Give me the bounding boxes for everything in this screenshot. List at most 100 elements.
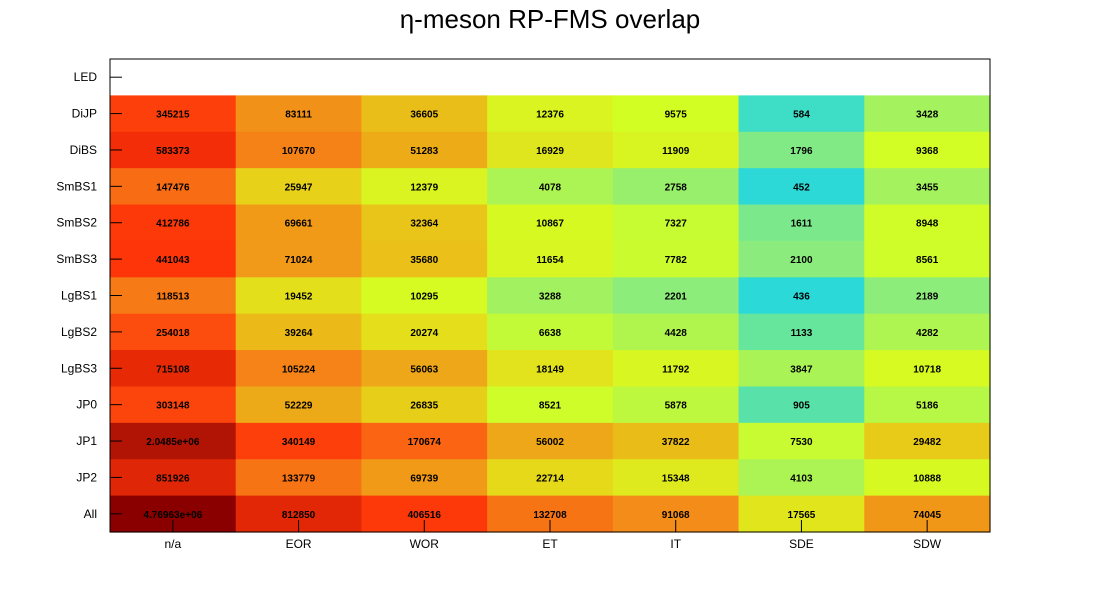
cell-value-label: 12379 <box>410 182 438 193</box>
heatmap-cell <box>361 131 488 169</box>
heatmap-cell <box>612 313 740 351</box>
heatmap-cell <box>235 240 363 278</box>
heatmap-cell <box>738 95 865 133</box>
cell-value-label: 851926 <box>156 473 190 484</box>
heatmap-cell <box>612 204 740 242</box>
heatmap-cell <box>361 386 488 424</box>
heatmap-cell <box>864 277 991 315</box>
heatmap-cell <box>864 386 991 424</box>
heatmap-cell <box>612 168 740 206</box>
heatmap-cell <box>487 240 614 278</box>
cell-value-label: 22714 <box>536 473 564 484</box>
heatmap-cell <box>738 422 865 460</box>
heatmap-cell <box>361 422 488 460</box>
heatmap-cell <box>864 131 991 169</box>
heatmap-cell <box>612 386 740 424</box>
heatmap-cell <box>738 459 865 497</box>
heatmap-cell <box>487 350 614 388</box>
cell-value-label: 254018 <box>156 328 190 339</box>
cell-value-label: 4428 <box>665 328 688 339</box>
cell-value-label: 32364 <box>410 219 438 230</box>
heatmap-cell <box>612 240 740 278</box>
heatmap-cell <box>738 313 865 351</box>
cell-value-label: 10867 <box>536 219 564 230</box>
cell-value-label: 83111 <box>285 110 312 121</box>
cell-value-label: 8948 <box>916 219 939 230</box>
cell-value-label: 1611 <box>791 219 813 230</box>
cell-value-label: 4282 <box>916 328 939 339</box>
heatmap-cell <box>612 350 740 388</box>
cell-value-label: 9575 <box>665 110 688 121</box>
x-tick-label: IT <box>670 537 681 551</box>
chart-title: η-meson RP-FMS overlap <box>399 4 701 34</box>
cell-value-label: 25947 <box>285 182 313 193</box>
heatmap-cell <box>235 386 363 424</box>
cell-value-label: 56063 <box>410 364 438 375</box>
cell-value-label: 19452 <box>285 292 313 303</box>
heatmap-cell <box>487 204 614 242</box>
cell-value-label: 17565 <box>788 510 816 521</box>
cell-value-label: 39264 <box>285 328 313 339</box>
y-tick-label: JP0 <box>76 398 97 412</box>
heatmap-cell <box>612 131 740 169</box>
cell-value-label: 3288 <box>539 292 562 303</box>
cell-value-label: 3847 <box>790 364 813 375</box>
heatmap-cell <box>110 204 237 242</box>
cell-value-label: 436 <box>793 292 810 303</box>
cell-value-label: 11909 <box>662 146 690 157</box>
heatmap-cell <box>612 277 740 315</box>
heatmap-cell <box>361 313 488 351</box>
cell-value-label: 74045 <box>913 510 941 521</box>
cell-value-label: 2.0485e+06 <box>146 437 200 448</box>
heatmap-cell <box>864 313 991 351</box>
cell-value-label: 91068 <box>662 510 690 521</box>
y-tick-label: SmBS3 <box>56 252 97 266</box>
cell-value-label: 5878 <box>665 401 688 412</box>
cell-value-label: 69661 <box>285 219 313 230</box>
cell-value-label: 51283 <box>410 146 438 157</box>
heatmap-cell <box>110 459 237 497</box>
cell-value-label: 11654 <box>536 255 564 266</box>
cell-value-label: 4.76963e+06 <box>144 510 203 521</box>
heatmap-cell <box>864 350 991 388</box>
cell-value-label: 36605 <box>410 110 438 121</box>
cell-value-label: 105224 <box>282 364 316 375</box>
heatmap-cell <box>738 277 865 315</box>
heatmap-cell <box>235 459 363 497</box>
cell-value-label: 406516 <box>408 510 442 521</box>
cell-value-label: 37822 <box>662 437 690 448</box>
heatmap-cell <box>738 240 865 278</box>
cell-value-label: 5186 <box>916 401 939 412</box>
y-tick-label: LgBS1 <box>61 289 97 303</box>
heatmap-cell <box>110 95 237 133</box>
cell-value-label: 118513 <box>156 292 189 303</box>
cell-value-label: 1133 <box>791 328 813 339</box>
heatmap-cell <box>235 313 363 351</box>
cell-value-label: 11792 <box>662 364 690 375</box>
cell-value-label: 69739 <box>410 473 438 484</box>
cell-value-label: 6638 <box>539 328 562 339</box>
y-tick-label: LgBS2 <box>61 325 97 339</box>
heatmap-cell <box>738 204 865 242</box>
cell-value-label: 132708 <box>533 510 567 521</box>
heatmap-cell <box>235 277 363 315</box>
heatmap-cell <box>487 95 614 133</box>
cell-value-label: 452 <box>793 182 810 193</box>
cell-value-label: 2758 <box>665 182 688 193</box>
cell-value-label: 303148 <box>156 401 190 412</box>
cell-value-label: 26835 <box>410 401 438 412</box>
cell-value-label: 147476 <box>156 182 190 193</box>
heatmap-cell <box>864 240 991 278</box>
heatmap-cell <box>110 277 237 315</box>
heatmap-cell <box>864 459 991 497</box>
heatmap-cell <box>235 350 363 388</box>
cell-value-label: 107670 <box>282 146 316 157</box>
y-tick-label: SmBS1 <box>56 179 97 193</box>
heatmap-cell <box>864 204 991 242</box>
cell-value-label: 10295 <box>410 292 438 303</box>
heatmap-cell <box>487 131 614 169</box>
cell-value-label: 2201 <box>665 292 688 303</box>
heatmap-cell <box>612 422 740 460</box>
heatmap-cell <box>235 422 363 460</box>
